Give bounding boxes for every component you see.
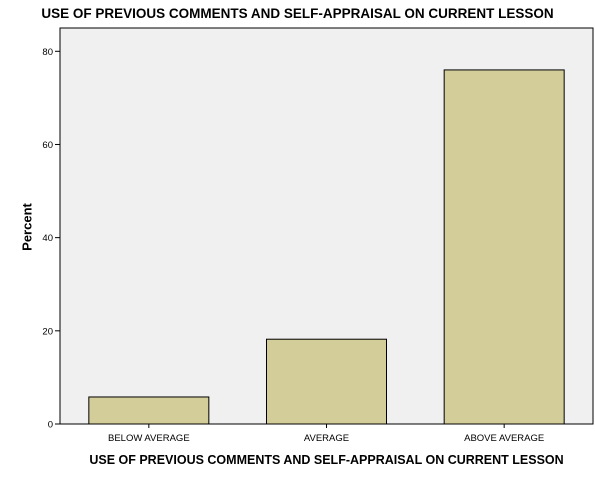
bar-above-average: [443, 69, 565, 425]
y-tick-label: 60: [42, 140, 53, 151]
bar-average: [266, 338, 387, 425]
bars: [88, 69, 565, 425]
y-tick-label: 40: [42, 233, 53, 244]
y-axis: 0 20 40 60 80: [42, 47, 60, 431]
x-tick-label: AVERAGE: [304, 433, 349, 444]
y-tick-label: 80: [42, 47, 53, 58]
x-tick-label: ABOVE AVERAGE: [464, 433, 544, 444]
x-axis: BELOW AVERAGE AVERAGE ABOVE AVERAGE: [108, 424, 544, 444]
y-tick-label: 20: [42, 326, 53, 337]
x-tick-label: BELOW AVERAGE: [108, 433, 190, 444]
chart-title: USE OF PREVIOUS COMMENTS AND SELF-APPRAI…: [41, 6, 554, 21]
bar-below-average: [88, 396, 210, 425]
y-tick-label: 0: [48, 420, 53, 431]
x-axis-label: USE OF PREVIOUS COMMENTS AND SELF-APPRAI…: [89, 453, 564, 467]
